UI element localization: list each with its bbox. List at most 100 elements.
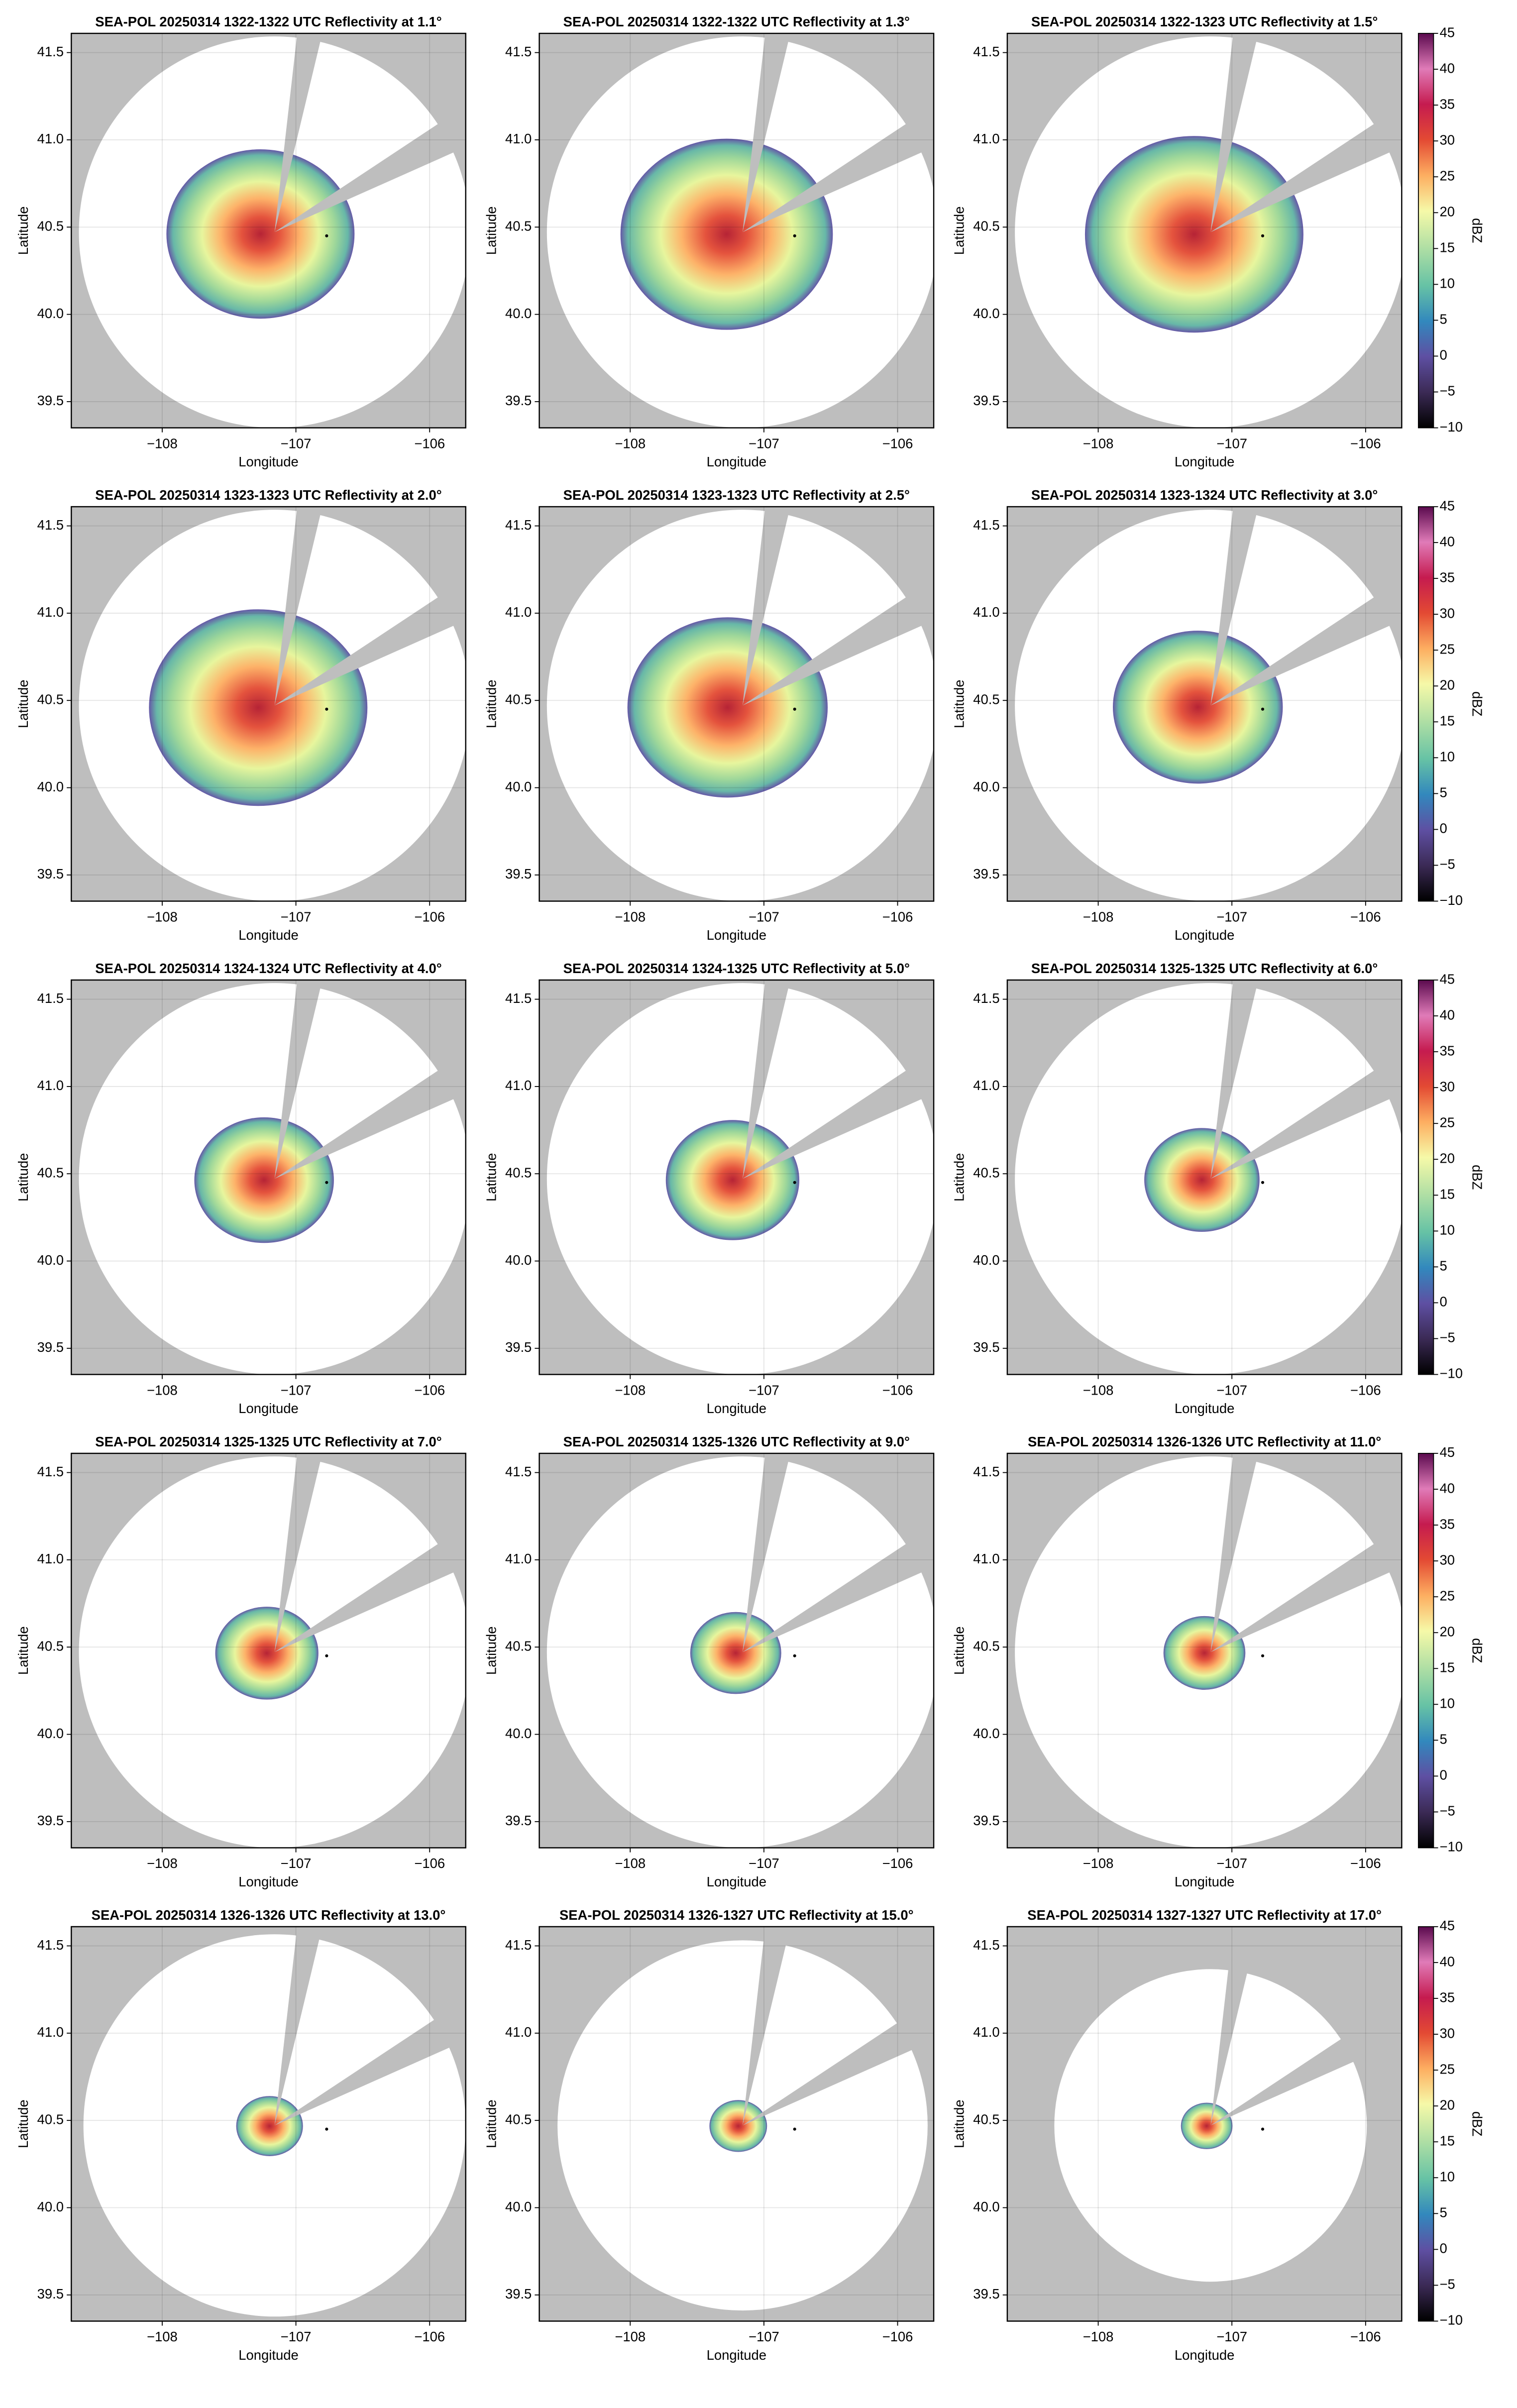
- plot-area: [71, 1453, 466, 1848]
- colorbar-tick-label: 20: [1440, 204, 1455, 219]
- y-tick-label: 40.5: [37, 1638, 64, 1653]
- y-tick-label: 40.0: [37, 1726, 64, 1741]
- axes-frame: [539, 506, 935, 902]
- echo: [1181, 2102, 1233, 2149]
- plot-area: [539, 33, 934, 428]
- x-tick-label: −106: [882, 1856, 913, 1871]
- y-tick-label: 41.0: [505, 1078, 532, 1093]
- panel: −108 −107 −106 39.5 40.0 40.5 41.0 41.5 SEA-POL …: [483, 961, 935, 1416]
- y-tick-label: 39.5: [37, 866, 64, 881]
- x-axis-label: Longitude: [1175, 1874, 1234, 1889]
- y-tick-label: 40.0: [505, 306, 532, 321]
- y-tick-label: 40.0: [505, 1726, 532, 1741]
- colorbar-tick-label: 20: [1440, 1150, 1455, 1166]
- chart-title: SEA-POL 20250314 1322-1322 UTC Reflectiv…: [95, 14, 441, 29]
- colorbar-tick-label: −10: [1440, 1839, 1463, 1855]
- axes-frame: [71, 32, 466, 429]
- y-tick-label: 39.5: [37, 1339, 64, 1355]
- x-tick-label: −106: [1350, 2329, 1381, 2344]
- blocked-sector: [1210, 1052, 1402, 1179]
- x-tick-label: −107: [281, 2329, 312, 2344]
- x-tick-label: −107: [1216, 436, 1247, 451]
- axes-frame: [539, 979, 935, 1375]
- y-tick-label: 41.0: [505, 1551, 532, 1566]
- site-marker: [793, 2127, 796, 2131]
- y-tick-label: 41.0: [973, 1078, 999, 1093]
- x-tick-label: −106: [1350, 1856, 1381, 1871]
- y-axis-label: Latitude: [483, 206, 499, 255]
- blocked-sector: [1210, 1453, 1259, 1652]
- x-tick-label: −108: [1083, 436, 1114, 451]
- axes-frame: [1006, 979, 1403, 1375]
- y-tick-label: 40.5: [37, 1165, 64, 1180]
- chart-title: SEA-POL 20250314 1324-1324 UTC Reflectiv…: [95, 961, 441, 976]
- colorbar-tick-label: −10: [1440, 1366, 1463, 1381]
- colorbar-tick-label: 0: [1440, 2241, 1447, 2256]
- y-tick-label: 41.5: [37, 44, 64, 59]
- y-tick-label: 40.5: [505, 1165, 532, 1180]
- axes-frame: [71, 1926, 466, 2322]
- blocked-sector: [274, 1999, 466, 2126]
- y-tick-label: 40.5: [505, 219, 532, 234]
- x-tick-label: −108: [1083, 909, 1114, 924]
- echo: [149, 609, 368, 806]
- y-tick-label: 39.5: [505, 1813, 532, 1828]
- blocked-sector: [1210, 1926, 1259, 2126]
- colorbar-tick-label: 20: [1440, 2097, 1455, 2112]
- site-marker: [325, 1654, 328, 1657]
- plot-area: [539, 1453, 934, 1848]
- echo: [1084, 136, 1303, 333]
- x-axis-label: Longitude: [238, 1401, 298, 1416]
- colorbar-tick-label: −5: [1440, 2277, 1455, 2292]
- echo: [215, 1607, 319, 1700]
- y-axis-label: Latitude: [483, 679, 499, 728]
- y-tick-label: 41.0: [37, 131, 64, 146]
- panel: −108 −107 −106 39.5 40.0 40.5 41.0 41.5 SEA-POL …: [952, 961, 1485, 1416]
- colorbar-tick-label: 25: [1440, 2061, 1455, 2077]
- site-marker: [325, 2127, 328, 2131]
- plot-area: [539, 980, 934, 1375]
- blocked-sector: [274, 1052, 466, 1179]
- chart-title: SEA-POL 20250314 1322-1322 UTC Reflectiv…: [563, 14, 910, 29]
- colorbar-tick-label: 30: [1440, 605, 1455, 621]
- x-tick-label: −108: [1083, 1856, 1114, 1871]
- colorbar-tick-label: 45: [1440, 1918, 1455, 1933]
- y-tick-label: 40.5: [505, 1638, 532, 1653]
- y-tick-label: 40.0: [505, 1252, 532, 1268]
- blocked-sector: [742, 1926, 790, 2126]
- y-tick-label: 41.5: [505, 517, 532, 533]
- colorbar-label: dBZ: [1469, 691, 1485, 716]
- x-axis-label: Longitude: [1175, 927, 1234, 943]
- colorbar-tick-label: 45: [1440, 498, 1455, 513]
- colorbar-label: dBZ: [1469, 2111, 1485, 2136]
- colorbar-tick-label: 30: [1440, 2025, 1455, 2041]
- y-axis-label: Latitude: [15, 1626, 31, 1675]
- y-tick-label: 41.5: [973, 517, 999, 533]
- x-tick-label: −107: [1216, 909, 1247, 924]
- x-tick-label: −107: [1216, 1382, 1247, 1398]
- plot-area: [1007, 980, 1402, 1375]
- colorbar-tick-label: 35: [1440, 1043, 1455, 1058]
- echo: [627, 617, 828, 798]
- blocked-sector: [1210, 579, 1402, 706]
- x-axis-label: Longitude: [707, 1874, 766, 1889]
- axes-frame: [539, 1452, 935, 1849]
- colorbar-tick-label: 35: [1440, 96, 1455, 111]
- y-tick-label: 39.5: [505, 866, 532, 881]
- colorbar-tick-label: 25: [1440, 1588, 1455, 1603]
- chart-title: SEA-POL 20250314 1322-1323 UTC Reflectiv…: [1031, 14, 1378, 29]
- colorbar-tick-label: 15: [1440, 1659, 1455, 1675]
- colorbar-tick-label: 20: [1440, 1624, 1455, 1639]
- plot-area: [71, 507, 466, 901]
- x-tick-label: −108: [615, 436, 646, 451]
- colorbar-tick-label: 30: [1440, 132, 1455, 147]
- x-tick-label: −108: [147, 2329, 178, 2344]
- y-tick-label: 41.5: [37, 517, 64, 533]
- colorbar-tick-label: 0: [1440, 821, 1447, 836]
- echo: [690, 1612, 781, 1694]
- colorbar-tick-label: 0: [1440, 347, 1447, 363]
- colorbar: [1417, 980, 1434, 1375]
- blocked-sector: [742, 33, 790, 232]
- blocked-sector: [274, 1453, 323, 1652]
